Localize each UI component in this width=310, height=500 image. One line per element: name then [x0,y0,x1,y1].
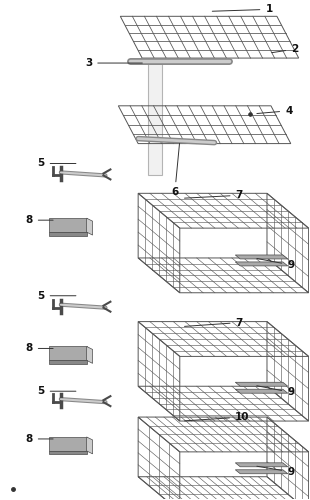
Text: 7: 7 [184,318,243,328]
Text: 5: 5 [38,158,76,168]
Polygon shape [49,360,86,364]
Text: 8: 8 [25,344,53,353]
Text: 9: 9 [257,466,294,477]
Polygon shape [49,437,86,451]
Text: 5: 5 [38,386,76,396]
Polygon shape [49,232,86,235]
Polygon shape [49,346,86,360]
Text: 9: 9 [257,258,294,270]
Text: 5: 5 [38,290,76,300]
Text: 3: 3 [85,58,142,68]
Polygon shape [86,437,93,454]
Polygon shape [235,389,288,393]
Text: 1: 1 [212,4,272,15]
Text: 7: 7 [184,190,243,200]
Polygon shape [235,470,288,474]
Text: 10: 10 [184,412,250,422]
Polygon shape [148,59,162,176]
Polygon shape [235,255,288,259]
Polygon shape [235,262,288,266]
Text: 2: 2 [272,44,298,54]
Text: 4: 4 [257,106,292,116]
Polygon shape [86,218,93,235]
Polygon shape [235,463,288,467]
Polygon shape [49,451,86,454]
Polygon shape [49,218,86,232]
Text: 8: 8 [25,434,53,444]
Text: 8: 8 [25,215,53,225]
Polygon shape [86,346,93,364]
Polygon shape [235,382,288,386]
Text: 9: 9 [257,386,294,397]
Text: 6: 6 [171,144,179,198]
